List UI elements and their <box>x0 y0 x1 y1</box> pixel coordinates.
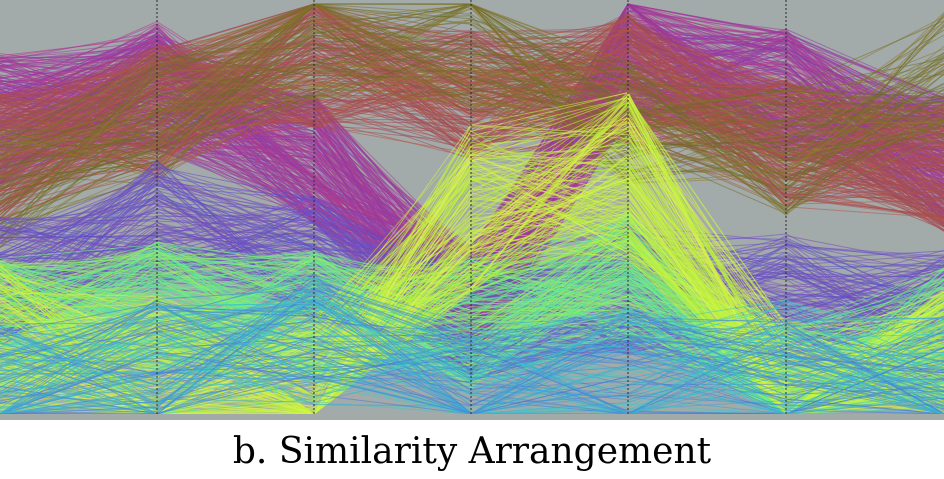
data-polyline <box>0 288 944 415</box>
data-polyline <box>0 3 944 187</box>
data-polyline <box>0 97 944 227</box>
axes-layer <box>0 0 944 420</box>
data-polyline <box>0 225 944 316</box>
data-polyline <box>0 21 944 145</box>
data-polyline <box>0 305 944 405</box>
figure-caption: b. Similarity Arrangement <box>232 431 712 472</box>
plot-bottom-band <box>0 414 944 420</box>
parallel-coordinates-plot <box>0 0 944 420</box>
data-polyline <box>0 314 944 403</box>
data-polyline <box>0 67 944 187</box>
